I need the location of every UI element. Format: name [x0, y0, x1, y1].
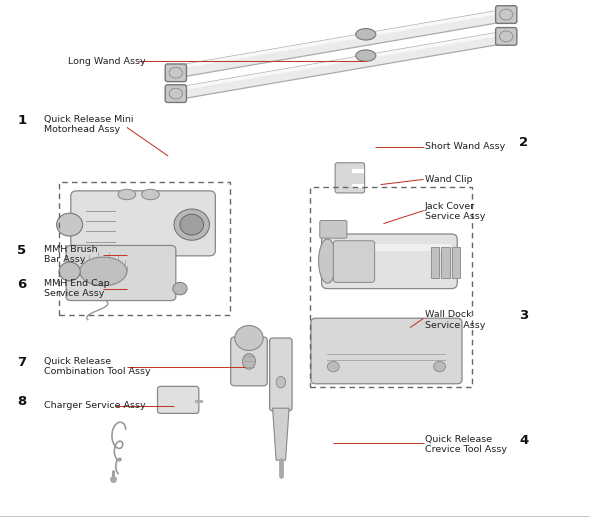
Ellipse shape [356, 29, 376, 40]
Ellipse shape [142, 189, 159, 200]
Text: Long Wand Assy: Long Wand Assy [68, 57, 146, 66]
FancyBboxPatch shape [231, 337, 267, 386]
Polygon shape [176, 10, 506, 77]
Text: Wand Clip: Wand Clip [425, 175, 473, 184]
Circle shape [59, 262, 80, 281]
Ellipse shape [319, 239, 336, 283]
Circle shape [180, 214, 204, 235]
FancyBboxPatch shape [71, 191, 215, 256]
Text: 2: 2 [519, 136, 528, 149]
Text: 6: 6 [17, 278, 27, 291]
Text: Short Wand Assy: Short Wand Assy [425, 142, 505, 151]
FancyBboxPatch shape [158, 386, 199, 413]
Bar [431, 247, 439, 278]
Polygon shape [327, 244, 451, 251]
Bar [452, 247, 460, 278]
Polygon shape [273, 408, 289, 460]
Circle shape [235, 326, 263, 350]
Ellipse shape [242, 354, 255, 369]
Text: MMH End Cap
Service Assy: MMH End Cap Service Assy [44, 279, 110, 298]
Text: 8: 8 [17, 395, 27, 408]
Text: 3: 3 [519, 309, 529, 322]
Ellipse shape [80, 257, 127, 286]
Bar [59, 182, 230, 315]
Circle shape [434, 361, 445, 372]
Circle shape [174, 209, 209, 240]
Polygon shape [176, 32, 504, 91]
Polygon shape [176, 32, 506, 99]
Text: Quick Release
Combination Tool Assy: Quick Release Combination Tool Assy [44, 357, 151, 376]
Text: MMH Brush
Bar Assy: MMH Brush Bar Assy [44, 245, 98, 265]
FancyBboxPatch shape [322, 234, 457, 289]
FancyBboxPatch shape [496, 28, 517, 45]
Bar [441, 247, 450, 278]
Text: Quick Release Mini
Motorhead Assy: Quick Release Mini Motorhead Assy [44, 115, 134, 135]
Ellipse shape [118, 189, 136, 200]
FancyBboxPatch shape [165, 64, 186, 82]
FancyBboxPatch shape [333, 241, 375, 282]
FancyBboxPatch shape [165, 85, 186, 102]
FancyBboxPatch shape [66, 245, 176, 301]
Ellipse shape [276, 376, 286, 388]
Text: 1: 1 [18, 114, 27, 127]
Text: Quick Release
Crevice Tool Assy: Quick Release Crevice Tool Assy [425, 435, 507, 454]
Circle shape [173, 282, 187, 295]
Polygon shape [176, 10, 504, 69]
Circle shape [57, 213, 83, 236]
Text: Wall Dock
Service Assy: Wall Dock Service Assy [425, 310, 485, 330]
FancyBboxPatch shape [311, 318, 462, 384]
Text: 7: 7 [18, 356, 27, 369]
Text: 4: 4 [519, 434, 529, 447]
Bar [310, 187, 472, 387]
FancyBboxPatch shape [335, 163, 365, 193]
Text: Charger Service Assy: Charger Service Assy [44, 401, 146, 410]
Text: Jack Cover
Service Assy: Jack Cover Service Assy [425, 202, 485, 222]
FancyBboxPatch shape [496, 6, 517, 23]
Ellipse shape [356, 50, 376, 61]
Circle shape [327, 361, 339, 372]
FancyBboxPatch shape [320, 220, 347, 238]
FancyBboxPatch shape [270, 338, 292, 411]
Text: 5: 5 [18, 244, 27, 257]
